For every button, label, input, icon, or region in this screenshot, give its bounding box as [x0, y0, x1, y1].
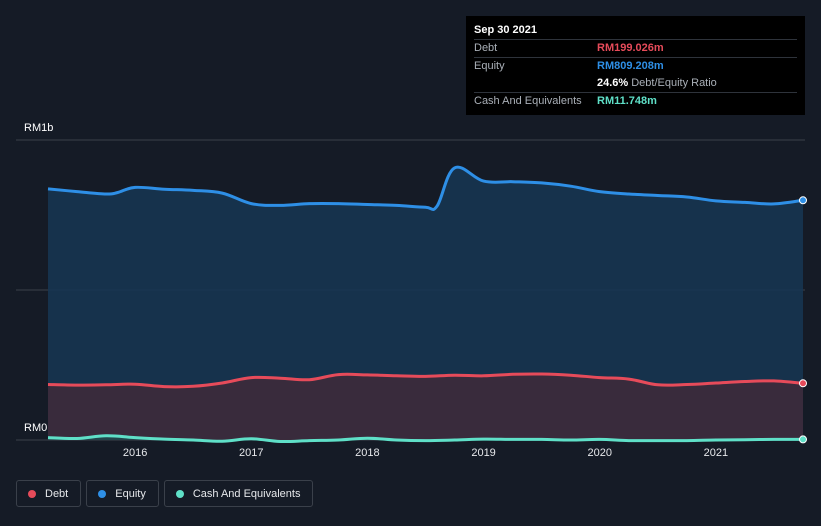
debt-end-point: [799, 379, 807, 388]
debt-area: [48, 373, 803, 440]
y-axis-bottom-label: RM0: [24, 422, 48, 434]
tooltip-value: RM11.748m: [597, 95, 657, 107]
data-tooltip: Sep 30 2021 Debt RM199.026m Equity RM809…: [466, 16, 805, 115]
tooltip-ratio-description: Debt/Equity Ratio: [631, 77, 717, 89]
tooltip-row-equity: Equity RM809.208m: [474, 57, 797, 75]
x-tick-label: 2018: [355, 447, 379, 459]
legend-item-equity[interactable]: Equity: [86, 480, 159, 507]
legend-dot-icon: [175, 489, 184, 498]
cash-end-point: [799, 435, 807, 444]
x-tick-label: 2021: [704, 447, 728, 459]
cash-line: [47, 434, 804, 444]
tooltip-label: Debt: [474, 42, 498, 54]
equity-area: [48, 167, 803, 440]
legend-label: Equity: [115, 487, 146, 500]
legend-dot-icon: [28, 489, 36, 498]
legend-item-debt[interactable]: Debt: [16, 480, 82, 507]
legend-item-cash[interactable]: Cash And Equivalents: [163, 480, 314, 507]
y-axis-top-label: RM1b: [24, 122, 54, 134]
tooltip-row-debt: Debt RM199.026m: [474, 39, 797, 57]
x-tick-label: 2019: [471, 447, 495, 459]
tooltip-value: 24.6%: [597, 77, 629, 89]
equity-end-point: [799, 196, 807, 205]
x-tick-label: 2017: [239, 447, 263, 459]
tooltip-value: RM809.208m: [597, 60, 664, 72]
tooltip-label: Equity: [474, 60, 505, 72]
x-tick-label: 2016: [123, 447, 147, 459]
tooltip-label: [474, 75, 597, 92]
legend-label: Debt: [45, 487, 69, 500]
legend-dot-icon: [98, 489, 107, 498]
tooltip-row-cash: Cash And Equivalents RM11.748m: [474, 92, 797, 110]
legend-label: Cash And Equivalents: [192, 487, 301, 500]
debt-line: [47, 372, 804, 389]
x-tick-label: 2020: [587, 447, 611, 459]
chart-legend: Debt Equity Cash And Equivalents: [16, 480, 318, 507]
tooltip-date: Sep 30 2021: [474, 24, 537, 36]
tooltip-value: RM199.026m: [597, 42, 664, 54]
equity-line: [47, 165, 804, 211]
tooltip-row-ratio: 24.6% Debt/Equity Ratio: [474, 75, 797, 92]
tooltip-label: Cash And Equivalents: [474, 95, 582, 107]
